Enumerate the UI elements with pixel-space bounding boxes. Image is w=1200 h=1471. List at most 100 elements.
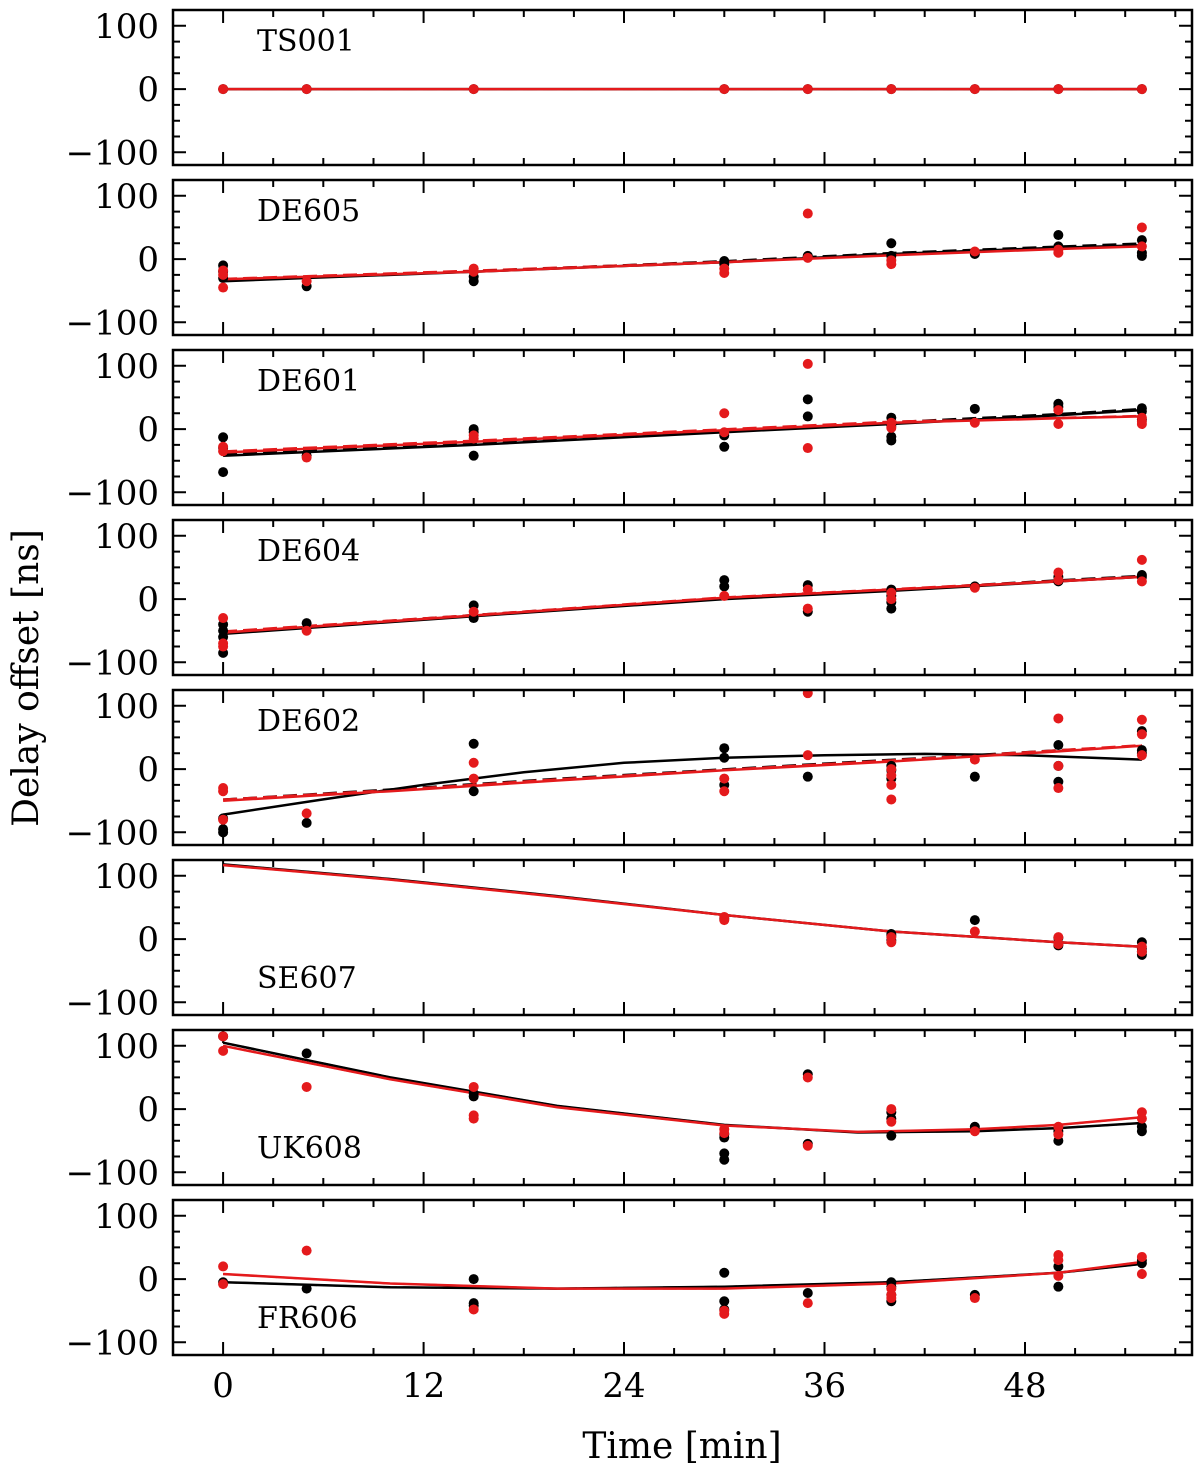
- x-tick-label: 48: [1003, 1366, 1046, 1406]
- red-point: [1053, 1121, 1064, 1132]
- black-point: [719, 1154, 730, 1165]
- panel-uk608: −100 0 100 UK608: [66, 1027, 1194, 1193]
- y-tick-label: 0: [137, 410, 159, 450]
- red-point: [1136, 729, 1147, 740]
- red-point: [1136, 554, 1147, 565]
- plot-area: [222, 863, 1147, 960]
- panel-ts001: −100 0 100 TS001: [66, 7, 1194, 173]
- red-point: [1136, 222, 1147, 233]
- y-tick-label: −100: [66, 133, 159, 173]
- red-point: [1053, 939, 1064, 950]
- red-point: [886, 770, 897, 781]
- plot-area: [218, 1031, 1147, 1165]
- red-point: [886, 779, 897, 790]
- black-fit-line: [222, 1041, 1142, 1134]
- panel-label: FR606: [257, 1301, 358, 1336]
- red-point: [1053, 567, 1064, 578]
- black-fit-line: [223, 408, 1142, 457]
- y-tick-label: 0: [137, 580, 159, 620]
- black-point: [719, 441, 730, 452]
- black-point: [719, 1267, 730, 1278]
- y-tick-label: 0: [137, 1090, 159, 1130]
- red-fit-line: [223, 1260, 1143, 1290]
- red-point: [969, 754, 980, 765]
- red-point: [218, 786, 229, 797]
- red-fit-line: [222, 863, 1142, 948]
- y-tick-label: 0: [137, 750, 159, 790]
- panel-fr606: −100 0 100 FR606: [66, 1197, 1194, 1363]
- red-point: [802, 358, 813, 369]
- panel-label: SE607: [257, 961, 357, 996]
- red-point: [719, 786, 730, 797]
- red-point: [719, 268, 730, 278]
- red-point: [301, 452, 312, 463]
- y-tick-label: −100: [66, 643, 159, 683]
- red-point: [218, 1031, 229, 1042]
- red-point: [1136, 576, 1147, 587]
- y-tick-label: 100: [94, 177, 159, 217]
- black-point: [468, 276, 479, 287]
- black-point: [468, 1274, 479, 1285]
- red-point: [802, 1140, 813, 1151]
- panel-label: DE605: [257, 194, 360, 229]
- red-point: [802, 750, 813, 761]
- red-point: [802, 1072, 813, 1083]
- red-point: [1136, 714, 1147, 725]
- red-point: [1053, 1270, 1064, 1281]
- red-point: [886, 84, 897, 95]
- red-point: [1053, 783, 1064, 794]
- red-point: [218, 84, 229, 95]
- red-point: [886, 1116, 897, 1127]
- plot-area: [218, 1245, 1147, 1319]
- red-point: [719, 590, 730, 601]
- black-point: [802, 394, 813, 405]
- red-point: [802, 208, 813, 219]
- black-fit-line: [222, 752, 1142, 816]
- red-point: [468, 433, 479, 444]
- black-point: [301, 1048, 312, 1059]
- plot-area: [218, 208, 1147, 293]
- y-tick-label: 100: [94, 857, 159, 897]
- black-point: [301, 1283, 312, 1294]
- red-point: [1053, 84, 1064, 95]
- red-point: [1136, 946, 1147, 957]
- black-point: [969, 915, 980, 926]
- red-point: [1053, 419, 1064, 430]
- red-point: [301, 276, 312, 287]
- red-point: [1136, 1251, 1147, 1262]
- red-point: [218, 269, 229, 280]
- y-tick-label: 0: [137, 1260, 159, 1300]
- panel-label: DE601: [257, 364, 360, 399]
- panel-de604: −100 0 100 DE604: [66, 517, 1194, 683]
- black-point: [802, 411, 813, 422]
- black-point: [719, 752, 730, 763]
- red-point: [301, 84, 312, 95]
- black-point: [301, 817, 312, 828]
- red-point: [1136, 1269, 1147, 1280]
- red-point: [886, 422, 897, 433]
- red-fit-line: [223, 415, 1142, 454]
- y-tick-label: −100: [66, 983, 159, 1023]
- black-point: [468, 738, 479, 749]
- y-tick-label: −100: [66, 1153, 159, 1193]
- red-point: [218, 1261, 229, 1272]
- black-point: [719, 743, 730, 754]
- red-point: [886, 937, 897, 948]
- red-point: [468, 1304, 479, 1315]
- red-point: [802, 603, 813, 614]
- panel-label: TS001: [257, 24, 355, 59]
- panel-label: UK608: [257, 1131, 362, 1166]
- red-point: [1053, 713, 1064, 724]
- red-point: [719, 1308, 730, 1319]
- red-point: [218, 282, 229, 293]
- black-point: [886, 435, 897, 446]
- y-tick-label: −100: [66, 303, 159, 343]
- red-point: [802, 584, 813, 595]
- red-point: [468, 757, 479, 768]
- black-point: [802, 771, 813, 782]
- panel-frame: [171, 1198, 1194, 1357]
- red-point: [969, 1126, 980, 1137]
- black-point: [1136, 1126, 1147, 1137]
- black-point: [218, 827, 229, 838]
- black-point: [218, 467, 229, 478]
